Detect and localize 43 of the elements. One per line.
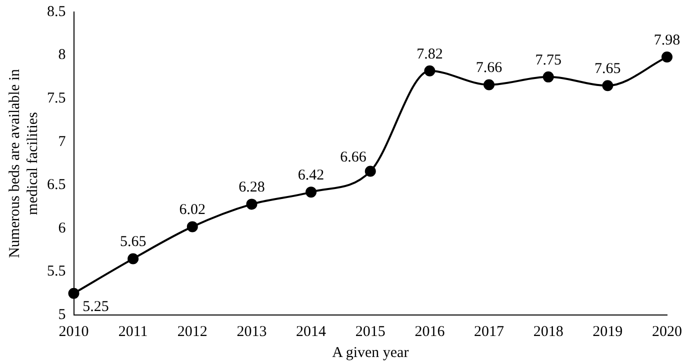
x-tick-label: 2013 (236, 324, 267, 340)
y-tick-label: 8.5 (47, 4, 66, 20)
y-axis-title: Numerous beds are available in medical facilities (6, 68, 41, 258)
x-tick-label: 2015 (355, 324, 386, 340)
data-label: 5.65 (120, 234, 146, 250)
data-label: 6.42 (298, 168, 324, 184)
point (484, 79, 495, 90)
y-tick-label: 5 (58, 306, 66, 323)
y-tick-label: 7 (58, 134, 66, 150)
x-tick-label: 2010 (58, 324, 89, 340)
data-label: 7.82 (416, 46, 443, 62)
point (424, 65, 436, 76)
x-tick-label: 2017 (474, 324, 505, 340)
data-label: 7.75 (535, 52, 562, 68)
point (306, 186, 317, 198)
point (542, 71, 554, 82)
data-label: 7.65 (594, 61, 621, 78)
x-tick-label: 2016 (414, 324, 446, 340)
x-tick-label: 2020 (652, 324, 682, 340)
data-label: 6.66 (340, 150, 367, 166)
point (364, 166, 376, 177)
x-tick-label: 2019 (592, 324, 623, 340)
point (662, 52, 672, 63)
data-label: 5.25 (82, 298, 109, 315)
point (246, 198, 258, 210)
data-label: 6.28 (238, 180, 265, 196)
x-tick-label: 2018 (533, 324, 564, 340)
data-label: 7.66 (476, 60, 503, 76)
y-tick-label: 8 (58, 47, 66, 64)
y-tick-label: 5.5 (47, 264, 66, 280)
x-axis-title: A given year (332, 344, 409, 361)
y-tick-label: 7.5 (47, 90, 66, 107)
x-tick-label: 2011 (118, 324, 148, 340)
point (128, 253, 139, 264)
x-tick-label: 2012 (177, 324, 208, 340)
point (68, 288, 80, 299)
data-label: 7.98 (654, 32, 680, 48)
x-tick-label: 2014 (296, 324, 327, 340)
point (602, 80, 614, 92)
point (186, 221, 198, 232)
data-label: 6.02 (179, 202, 206, 218)
y-tick-label: 6 (58, 220, 66, 236)
y-tick-label: 6.5 (47, 177, 66, 194)
